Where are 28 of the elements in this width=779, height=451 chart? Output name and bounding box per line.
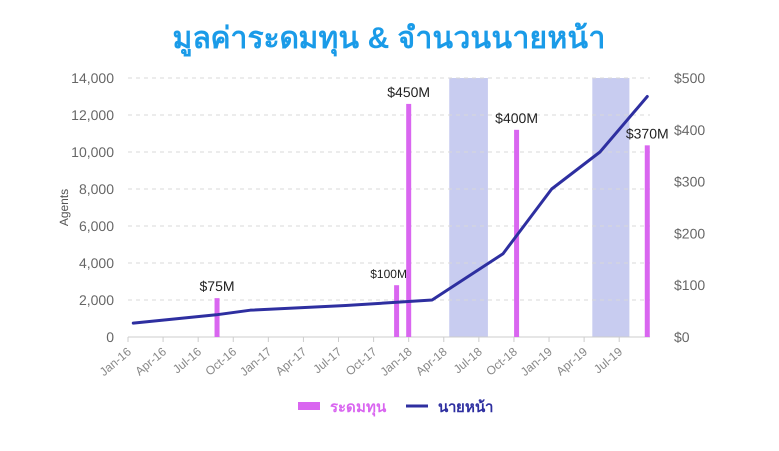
y-tick-label: 14,000 (71, 70, 114, 86)
y-tick-label: 12,000 (71, 107, 114, 123)
bar (214, 298, 220, 337)
chart-title: มูลค่าระดมทุน & จำนวนนายหน้า (172, 22, 606, 57)
y2-tick-label: $200 (674, 225, 706, 242)
y-tick-label: 2,000 (78, 292, 114, 308)
y-tick-label: 6,000 (78, 218, 114, 234)
data-label: $100M (370, 267, 407, 282)
data-label: $370M (626, 125, 669, 142)
data-label: $75M (200, 278, 235, 294)
y-tick-label: 8,000 (78, 181, 114, 197)
bar (644, 145, 650, 337)
data-label: $450M (387, 84, 430, 100)
y2-tick-label: $300 (674, 174, 706, 190)
bar (394, 285, 400, 337)
y2-tick-label: $400 (674, 122, 706, 138)
bar (514, 130, 520, 337)
y2-tick-label: $100 (674, 277, 706, 294)
y-tick-label: 0 (106, 329, 114, 345)
y-tick-label: 4,000 (78, 255, 114, 271)
bar (406, 104, 412, 337)
legend-label: นายหน้า (438, 399, 493, 416)
y-tick-label: 10,000 (71, 144, 114, 160)
data-label: $400M (495, 110, 538, 126)
legend-label: ระดมทุน (330, 399, 387, 417)
y2-tick-label: $500 (674, 70, 706, 86)
y2-tick-label: $0 (674, 329, 690, 345)
y-axis-title: Agents (57, 188, 71, 226)
